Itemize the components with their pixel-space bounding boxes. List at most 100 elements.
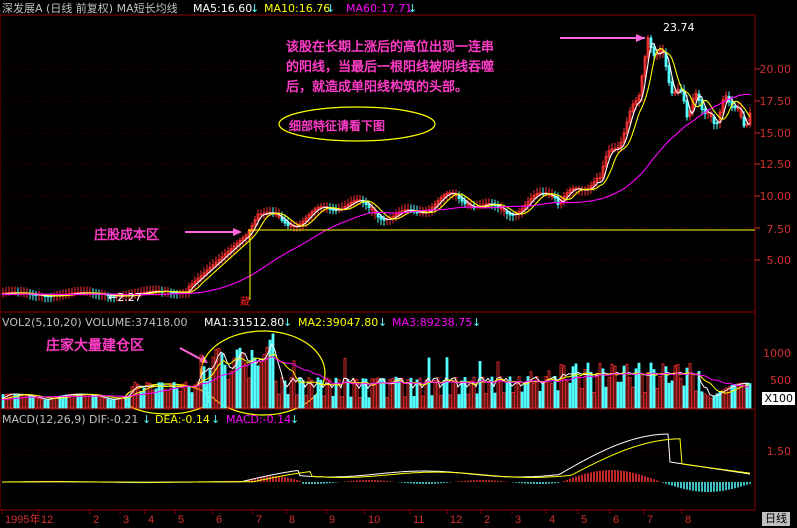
candle-body bbox=[595, 177, 599, 183]
candle-body bbox=[568, 189, 572, 194]
candle-body bbox=[316, 206, 320, 210]
time-label: 8 bbox=[685, 514, 691, 526]
candle-body bbox=[529, 197, 533, 203]
volume-bar bbox=[544, 376, 548, 409]
time-label: 5 bbox=[581, 514, 587, 526]
candle-body bbox=[748, 112, 752, 125]
volume-bar bbox=[370, 378, 374, 409]
volume-bar bbox=[154, 388, 158, 409]
detail-note: 细部特征请看下图 bbox=[289, 119, 386, 133]
candle-body bbox=[259, 213, 263, 216]
volume-bar bbox=[283, 380, 287, 409]
volume-bar bbox=[406, 379, 410, 409]
time-label: 6 bbox=[216, 514, 222, 526]
candle-body bbox=[205, 269, 209, 274]
volume-bar bbox=[193, 384, 197, 409]
price-tick: 7.50 bbox=[766, 223, 792, 236]
candle-body bbox=[433, 203, 437, 209]
volume-bar bbox=[400, 378, 404, 409]
volume-bar bbox=[88, 394, 92, 409]
volume-bar bbox=[571, 366, 575, 409]
volume-bar bbox=[334, 377, 338, 409]
volume-bar bbox=[652, 369, 656, 409]
pattern-note-line1: 该股在长期上涨后的高位出现一连串 bbox=[286, 40, 495, 55]
volume-unit: X100 bbox=[762, 392, 795, 405]
volume-bar bbox=[187, 386, 191, 409]
candle-body bbox=[745, 123, 749, 126]
volume-ma1: MA1:31512.80 bbox=[204, 316, 285, 329]
volume-bar bbox=[262, 354, 266, 409]
volume-bar bbox=[421, 395, 425, 409]
volume-bar bbox=[61, 395, 65, 409]
volume-bar bbox=[679, 378, 683, 409]
volume-bar bbox=[235, 349, 239, 409]
candle-body bbox=[448, 192, 452, 195]
volume-bar bbox=[511, 391, 515, 409]
candle-body bbox=[238, 240, 242, 245]
candle-body bbox=[193, 280, 197, 285]
macd-dea-line bbox=[1, 438, 751, 483]
volume-bar bbox=[403, 396, 407, 409]
time-label: 7 bbox=[647, 514, 653, 526]
volume-bar bbox=[433, 379, 437, 409]
candle-body bbox=[508, 212, 512, 216]
volume-bar bbox=[280, 376, 284, 409]
down-arrow-icon: ↓ bbox=[378, 316, 388, 329]
volume-bar bbox=[142, 387, 146, 409]
candle-body bbox=[220, 256, 224, 261]
macd-value: MACD:-0.14 bbox=[226, 413, 292, 426]
volume-bar bbox=[601, 368, 605, 409]
candle-body bbox=[235, 242, 239, 247]
volume-bar bbox=[160, 382, 164, 409]
volume-bar bbox=[241, 352, 245, 409]
volume-bar bbox=[100, 396, 104, 409]
volume-bar bbox=[490, 376, 494, 409]
volume-bar bbox=[637, 362, 641, 409]
volume-bar bbox=[475, 393, 479, 409]
candle-body bbox=[226, 250, 230, 256]
volume-bar bbox=[106, 398, 110, 409]
volume-bar bbox=[481, 376, 485, 409]
arrow-head-icon bbox=[233, 228, 242, 236]
volume-bar bbox=[388, 378, 392, 409]
volume-bar bbox=[508, 376, 512, 409]
volume-bar bbox=[577, 376, 581, 409]
candle-body bbox=[505, 210, 509, 215]
volume-bar bbox=[253, 357, 257, 409]
candle-body bbox=[721, 99, 725, 114]
volume-bar bbox=[661, 363, 665, 409]
volume-bar bbox=[364, 378, 368, 409]
volume-bar bbox=[667, 382, 671, 409]
candle-body bbox=[643, 56, 647, 78]
volume-bar bbox=[634, 368, 638, 409]
candle-body bbox=[223, 253, 227, 258]
volume-bar bbox=[676, 364, 680, 409]
pattern-note-line2: 的阳线，当最后一根阳线被阴线吞噬 bbox=[286, 60, 495, 75]
volume-bar bbox=[373, 378, 377, 409]
volume-bar bbox=[259, 361, 263, 409]
volume-bar bbox=[628, 377, 632, 409]
candle-body bbox=[571, 187, 575, 191]
time-label: 6 bbox=[613, 514, 619, 526]
volume-bar bbox=[424, 379, 428, 409]
candle-body bbox=[631, 103, 635, 113]
candle-body bbox=[709, 112, 713, 118]
volume-bar bbox=[7, 393, 11, 409]
volume-bar bbox=[208, 369, 212, 409]
volume-bar bbox=[559, 364, 563, 409]
volume-bar bbox=[1, 394, 5, 409]
volume-bar bbox=[289, 377, 293, 409]
volume-bar bbox=[409, 377, 413, 409]
chart-title: 深发展A (日线 前复权) MA短长均线 bbox=[2, 2, 178, 15]
volume-bar bbox=[715, 393, 719, 409]
volume-bar bbox=[211, 356, 215, 409]
period-button[interactable]: 日线 bbox=[762, 512, 790, 526]
candle-body bbox=[601, 165, 605, 179]
volume-bar bbox=[550, 383, 554, 409]
volume-bar bbox=[472, 376, 476, 409]
volume-bar bbox=[91, 394, 95, 409]
volume-bar bbox=[394, 376, 398, 409]
volume-bar bbox=[385, 397, 389, 409]
volume-bar bbox=[685, 367, 689, 409]
